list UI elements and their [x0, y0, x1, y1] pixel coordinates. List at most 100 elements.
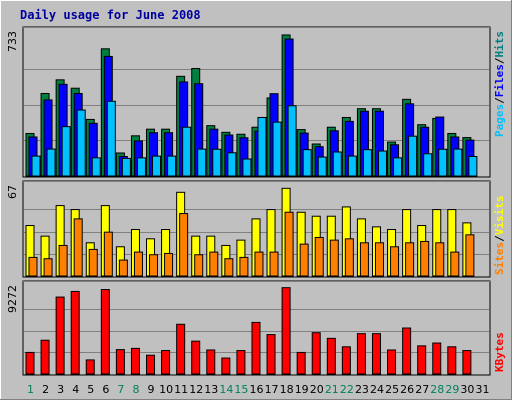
x-tick-label-day-4: 4 — [72, 383, 79, 396]
bar-visits-sites-day-30 — [465, 234, 475, 277]
bar-kbytes-kbytes-day-23 — [356, 333, 366, 375]
bar-kbytes-kbytes-day-9 — [146, 354, 156, 375]
bar-kbytes-kbytes-day-19 — [296, 351, 306, 375]
x-tick-label-day-2: 2 — [42, 383, 49, 396]
bar-hits-pages-day-4 — [76, 109, 86, 177]
bar-hits-pages-day-9 — [152, 155, 162, 177]
x-tick-label-day-30: 30 — [460, 383, 474, 396]
bar-visits-sites-day-14 — [224, 258, 234, 277]
bar-visits-sites-day-12 — [194, 254, 204, 277]
bar-kbytes-kbytes-day-10 — [161, 350, 171, 375]
bar-hits-pages-day-11 — [182, 126, 192, 177]
bar-visits-sites-day-11 — [179, 213, 189, 277]
bar-hits-pages-day-7 — [121, 157, 131, 177]
bar-kbytes-kbytes-day-25 — [387, 349, 397, 375]
bar-hits-pages-day-12 — [197, 148, 207, 177]
x-tick-label-day-10: 10 — [159, 383, 173, 396]
legend-item-hits: Hits — [493, 31, 506, 58]
bar-visits-sites-day-17 — [269, 251, 279, 277]
x-tick-label-day-26: 26 — [400, 383, 414, 396]
bar-kbytes-kbytes-day-26 — [402, 327, 412, 375]
bar-kbytes-kbytes-day-5 — [85, 359, 95, 375]
x-tick-label-day-27: 27 — [415, 383, 429, 396]
x-tick-label-day-1: 1 — [27, 383, 34, 396]
bar-hits-pages-day-5 — [91, 157, 101, 177]
bar-kbytes-kbytes-day-20 — [311, 332, 321, 375]
bar-kbytes-kbytes-day-14 — [221, 357, 231, 375]
x-tick-label-day-14: 14 — [219, 383, 233, 396]
bar-kbytes-kbytes-day-29 — [447, 346, 457, 375]
legend-item-separator: / — [493, 235, 506, 242]
bar-kbytes-kbytes-day-7 — [115, 349, 125, 375]
legend-item-visits: Visits — [493, 196, 506, 236]
bar-visits-sites-day-21 — [329, 239, 339, 277]
bar-hits-pages-day-15 — [242, 158, 252, 177]
x-tick-label-day-22: 22 — [340, 383, 354, 396]
bar-hits-pages-day-26 — [408, 135, 418, 177]
bar-visits-sites-day-16 — [254, 251, 264, 277]
bar-hits-pages-day-21 — [332, 151, 342, 177]
bar-visits-sites-day-15 — [239, 256, 249, 277]
legend-item-pages: Pages — [493, 104, 506, 137]
bar-visits-sites-day-25 — [390, 246, 400, 277]
panel-visits-legend: Sites/Visits — [493, 196, 506, 276]
bar-visits-sites-day-24 — [374, 242, 384, 277]
panel-kbytes-legend: KBytes — [493, 332, 506, 372]
x-tick-label-day-31: 31 — [475, 383, 489, 396]
bar-kbytes-kbytes-day-11 — [176, 323, 186, 375]
bar-kbytes-kbytes-day-21 — [326, 337, 336, 375]
bar-visits-sites-day-19 — [299, 243, 309, 277]
bar-kbytes-kbytes-day-15 — [236, 350, 246, 375]
bar-hits-pages-day-2 — [46, 148, 56, 177]
x-tick-label-day-13: 13 — [204, 383, 218, 396]
bar-hits-pages-day-3 — [61, 126, 71, 177]
x-tick-label-day-3: 3 — [57, 383, 64, 396]
x-tick-label-day-28: 28 — [430, 383, 444, 396]
x-tick-label-day-23: 23 — [355, 383, 369, 396]
bar-visits-sites-day-20 — [314, 236, 324, 277]
bar-hits-pages-day-20 — [317, 156, 327, 177]
bar-hits-pages-day-19 — [302, 149, 312, 177]
x-tick-label-day-9: 9 — [148, 383, 155, 396]
bar-visits-sites-day-27 — [420, 240, 430, 277]
x-tick-label-day-19: 19 — [295, 383, 309, 396]
bar-hits-pages-day-25 — [393, 157, 403, 177]
x-tick-label-day-20: 20 — [310, 383, 324, 396]
bar-kbytes-kbytes-day-24 — [371, 333, 381, 375]
bar-visits-sites-day-18 — [284, 211, 294, 277]
x-tick-label-day-5: 5 — [87, 383, 94, 396]
chart-title: Daily usage for June 2008 — [20, 8, 201, 22]
x-tick-label-day-15: 15 — [234, 383, 248, 396]
x-tick-label-day-17: 17 — [265, 383, 279, 396]
bar-hits-pages-day-13 — [212, 148, 222, 177]
bar-kbytes-kbytes-day-8 — [130, 347, 140, 375]
bar-kbytes-kbytes-day-30 — [462, 350, 472, 375]
legend-item-separator: / — [493, 97, 506, 104]
x-tick-label-day-7: 7 — [117, 383, 124, 396]
bar-kbytes-kbytes-day-17 — [266, 334, 276, 375]
bar-hits-pages-day-1 — [31, 155, 41, 177]
panel-kbytes: 9272 KBytes — [6, 280, 506, 376]
panel-visits: 67 Sites/Visits — [6, 180, 506, 278]
bar-kbytes-kbytes-day-22 — [341, 346, 351, 375]
bar-hits-pages-day-28 — [438, 148, 448, 177]
x-axis: 1 2 3 4 5 6 7 8 9 10 11 12 13 14 15 16 17 18 19 20 21 22 23 24 2… — [27, 383, 489, 396]
panel-hits-ymax-label: 733 — [6, 31, 19, 52]
bar-visits-sites-day-5 — [88, 248, 98, 277]
x-tick-label-day-8: 8 — [132, 383, 139, 396]
x-tick-label-day-6: 6 — [102, 383, 109, 396]
bar-visits-sites-day-7 — [118, 259, 128, 277]
x-tick-label-day-11: 11 — [174, 383, 188, 396]
legend-item-kbytes: KBytes — [493, 332, 506, 372]
bar-kbytes-kbytes-day-4 — [70, 290, 80, 375]
bar-kbytes-kbytes-day-18 — [281, 287, 291, 375]
bar-visits-sites-day-29 — [450, 251, 460, 277]
bar-visits-sites-day-28 — [435, 242, 445, 277]
legend-item-sites: Sites — [493, 242, 506, 275]
bar-hits-pages-day-17 — [272, 121, 282, 177]
bar-visits-sites-day-22 — [344, 238, 354, 277]
legend-item-files: Files — [493, 64, 506, 97]
bar-kbytes-kbytes-day-2 — [40, 339, 50, 375]
